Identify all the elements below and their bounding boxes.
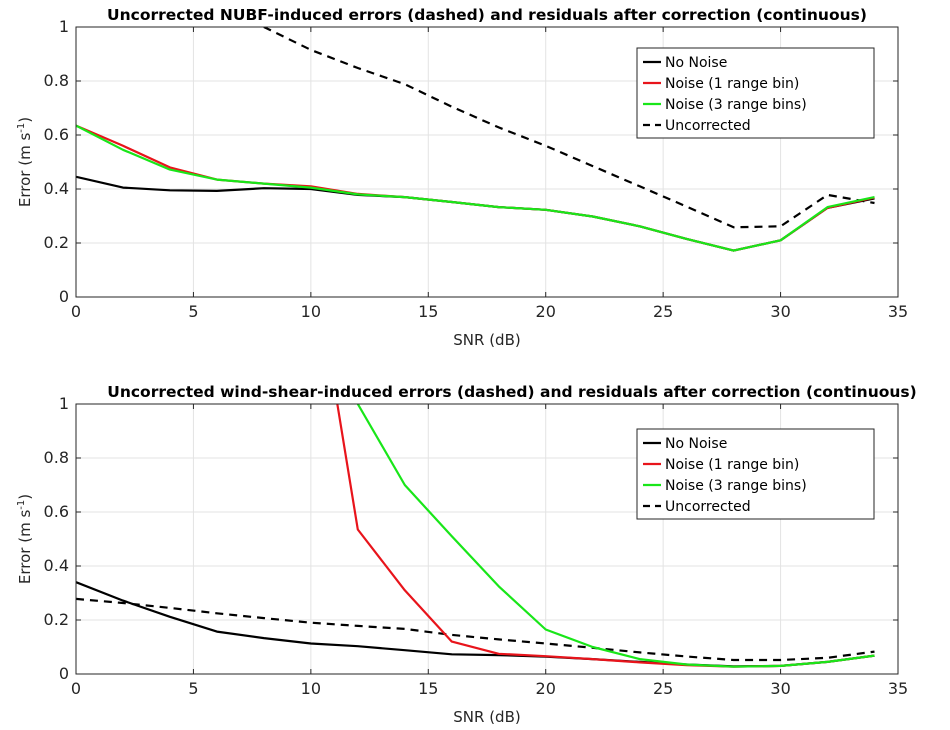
- series-line-uncorrected: [76, 597, 875, 662]
- legend-label-noise-1-range-bin: Noise (1 range bin): [665, 457, 799, 473]
- tick-labels: 0 5 10 15 20 25 30 35 0 0.2 0.4 0.6 0.8 1: [44, 17, 909, 321]
- x-tick-label: 35: [888, 302, 908, 321]
- series-layer: [76, 27, 875, 252]
- x-tick-label: 20: [536, 679, 556, 698]
- series-line-no-noise: [76, 581, 875, 668]
- y-tick-label: 1: [59, 17, 69, 36]
- y-tick-label: 0.4: [44, 556, 69, 575]
- x-tick-label: 35: [888, 679, 908, 698]
- x-tick-label: 30: [770, 679, 790, 698]
- plot-frame: [75, 403, 899, 675]
- y-tick-label: 0.8: [44, 448, 69, 467]
- x-tick-label: 0: [71, 302, 81, 321]
- y-tick-label: 0.8: [44, 71, 69, 90]
- legend: No Noise Noise (1 range bin) Noise (3 rang…: [636, 47, 875, 139]
- chart-panel-nubf: 0 5 10 15 20 25 30 35 0 0.2 0.4 0.6 0.8 1 Uncorrected…: [16, 6, 909, 349]
- legend-label-no-noise: No Noise: [665, 55, 727, 71]
- x-tick-label: 15: [418, 679, 438, 698]
- y-tick-label: 1: [59, 394, 69, 413]
- plot-frame: [75, 26, 899, 298]
- x-axis-label: SNR (dB): [453, 331, 520, 349]
- y-tick-label: 0: [59, 664, 69, 683]
- chart-title: Uncorrected NUBF-induced errors (dashed)…: [107, 6, 867, 24]
- tick-labels: 0 5 10 15 20 25 30 35 0 0.2 0.4 0.6 0.8 1: [44, 394, 909, 698]
- x-tick-label: 5: [188, 679, 198, 698]
- legend-box: [636, 47, 875, 139]
- series-line-no-noise: [76, 175, 875, 252]
- y-tick-label: 0.2: [44, 233, 69, 252]
- y-axis-label: Error (m s-1): [16, 494, 34, 584]
- series-line-uncorrected: [258, 27, 875, 229]
- x-tick-label: 0: [71, 679, 81, 698]
- legend-label-noise-3-range-bins: Noise (3 range bins): [665, 97, 807, 113]
- y-tick-label: 0.4: [44, 179, 69, 198]
- x-tick-label: 10: [301, 679, 321, 698]
- x-tick-label: 20: [536, 302, 556, 321]
- series-line-noise-1-range-bin: [76, 124, 875, 252]
- chart-title: Uncorrected wind-shear-induced errors (d…: [107, 383, 916, 401]
- y-tick-label: 0: [59, 287, 69, 306]
- legend-label-uncorrected: Uncorrected: [665, 499, 751, 515]
- series-line-noise-3-range-bins: [76, 124, 875, 252]
- y-axis-label: Error (m s-1): [16, 117, 34, 207]
- legend-label-no-noise: No Noise: [665, 436, 727, 452]
- x-tick-label: 10: [301, 302, 321, 321]
- y-tick-label: 0.6: [44, 125, 69, 144]
- x-tick-label: 15: [418, 302, 438, 321]
- legend: No Noise Noise (1 range bin) Noise (3 rang…: [636, 428, 875, 520]
- legend-box: [636, 428, 875, 520]
- series-line-noise-3-range-bins: [356, 404, 875, 668]
- x-axis-label: SNR (dB): [453, 708, 520, 726]
- y-tick-label: 0.6: [44, 502, 69, 521]
- series-layer: [76, 404, 875, 668]
- x-tick-label: 25: [653, 679, 673, 698]
- legend-label-noise-1-range-bin: Noise (1 range bin): [665, 76, 799, 92]
- legend-label-noise-3-range-bins: Noise (3 range bins): [665, 478, 807, 494]
- chart-panel-wind-shear: 0 5 10 15 20 25 30 35 0 0.2 0.4 0.6 0.8 1 Uncorrected…: [16, 383, 917, 726]
- x-tick-label: 25: [653, 302, 673, 321]
- legend-label-uncorrected: Uncorrected: [665, 118, 751, 134]
- x-tick-label: 5: [188, 302, 198, 321]
- x-tick-label: 30: [770, 302, 790, 321]
- y-tick-label: 0.2: [44, 610, 69, 629]
